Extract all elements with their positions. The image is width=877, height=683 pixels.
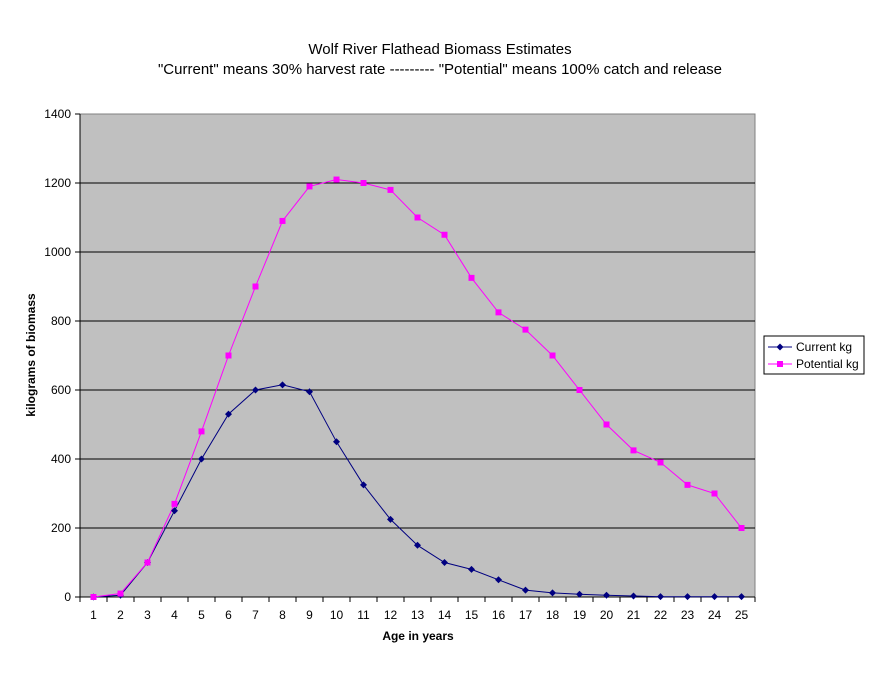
data-point-current — [333, 438, 340, 446]
y-tick-label: 1200 — [44, 176, 71, 190]
x-tick-label: 12 — [384, 608, 398, 622]
data-point-current — [738, 593, 745, 601]
x-tick-label: 25 — [735, 608, 749, 622]
x-tick-label: 18 — [546, 608, 560, 622]
data-point-current — [522, 586, 529, 594]
x-tick-label: 16 — [492, 608, 506, 622]
x-tick-label: 11 — [357, 608, 370, 622]
data-point-potential — [252, 283, 259, 290]
data-point-potential — [549, 352, 556, 359]
x-tick-label: 21 — [627, 608, 641, 622]
data-point-current — [576, 590, 583, 598]
data-point-current — [711, 593, 718, 601]
data-point-potential — [630, 447, 637, 454]
x-tick-label: 4 — [171, 608, 178, 622]
data-point-potential — [603, 421, 610, 428]
x-tick-label: 10 — [330, 608, 344, 622]
y-axis-title: kilograms of biomass — [24, 293, 38, 417]
chart-subtitle: "Current" means 30% harvest rate -------… — [158, 61, 722, 78]
data-point-current — [684, 593, 691, 601]
x-tick-label: 8 — [279, 608, 286, 622]
x-tick-label: 7 — [252, 608, 259, 622]
y-tick-label: 0 — [64, 590, 71, 604]
data-point-current — [630, 592, 637, 600]
y-tick-labels: 0 200 400 600 800 1000 1200 1400 — [44, 107, 80, 604]
plot-area — [79, 113, 756, 598]
x-tick-label: 17 — [519, 608, 533, 622]
data-point-current — [441, 559, 448, 566]
y-tick-label: 1000 — [44, 245, 71, 259]
x-tick-label: 14 — [438, 608, 452, 622]
x-tick-label: 20 — [600, 608, 614, 622]
data-point-potential — [522, 326, 529, 333]
data-point-potential — [414, 214, 421, 221]
x-tick-label: 2 — [117, 608, 124, 622]
data-point-potential — [144, 559, 151, 566]
x-tick-label: 9 — [306, 608, 313, 622]
data-point-current — [171, 507, 178, 515]
x-tick-label: 6 — [225, 608, 232, 622]
y-tick-label: 800 — [51, 314, 71, 328]
legend-label: Potential kg — [796, 357, 859, 371]
x-tick-label: 24 — [708, 608, 722, 622]
data-point-current — [360, 481, 367, 489]
data-point-current — [657, 593, 664, 601]
x-tick-label: 5 — [198, 608, 205, 622]
x-tick-label: 19 — [573, 608, 587, 622]
data-point-current — [387, 515, 394, 523]
data-point-potential — [360, 180, 367, 186]
data-point-potential — [387, 186, 394, 193]
data-point-potential — [279, 217, 286, 224]
data-point-potential — [738, 525, 745, 531]
x-tick-label: 3 — [144, 608, 151, 622]
axes — [79, 114, 755, 598]
x-tick-label: 1 — [90, 608, 97, 622]
y-tick-label: 600 — [51, 383, 71, 397]
chart-title: Wolf River Flathead Biomass Estimates — [308, 41, 571, 58]
data-point-potential — [495, 309, 502, 316]
data-point-potential — [198, 428, 205, 435]
data-point-current — [198, 455, 205, 463]
data-point-potential — [441, 231, 448, 238]
data-point-current — [225, 410, 232, 418]
legend: Current kg Potential kg — [763, 335, 865, 375]
data-point-potential — [711, 490, 718, 497]
data-point-current — [549, 589, 556, 597]
data-point-current — [495, 576, 502, 584]
data-point-potential — [306, 183, 313, 190]
x-tick-labels: 1 2 3 4 5 6 7 8 9 10 11 12 13 14 15 16 17 18 19 20 21 22 23 24 2… — [79, 597, 756, 622]
x-tick-label: 13 — [411, 608, 425, 622]
legend-box — [763, 335, 865, 375]
data-point-potential — [576, 387, 583, 393]
data-point-current — [306, 388, 313, 396]
data-point-potential — [684, 481, 691, 488]
data-point-potential — [90, 594, 97, 600]
data-point-current — [468, 565, 475, 573]
data-point-potential — [468, 274, 475, 281]
x-tick-label: 22 — [654, 608, 668, 622]
data-point-current — [252, 386, 259, 394]
data-point-potential — [171, 500, 178, 507]
y-tick-label: 1400 — [44, 107, 71, 121]
x-tick-label: 23 — [681, 608, 695, 622]
series-markers — [90, 176, 745, 601]
legend-label: Current kg — [796, 340, 852, 354]
legend-marker — [777, 361, 783, 367]
data-point-current — [414, 541, 421, 549]
data-point-current — [279, 381, 286, 389]
x-tick-label: 15 — [465, 608, 479, 622]
y-tick-label: 400 — [51, 452, 71, 466]
data-point-potential — [225, 352, 232, 359]
data-point-potential — [333, 176, 340, 183]
data-point-potential — [117, 590, 124, 597]
y-tick-label: 200 — [51, 521, 71, 535]
gridlines — [80, 182, 755, 529]
legend-marker — [776, 343, 784, 351]
data-point-current — [603, 591, 610, 599]
data-point-potential — [657, 459, 664, 466]
x-axis-title: Age in years — [382, 629, 454, 643]
